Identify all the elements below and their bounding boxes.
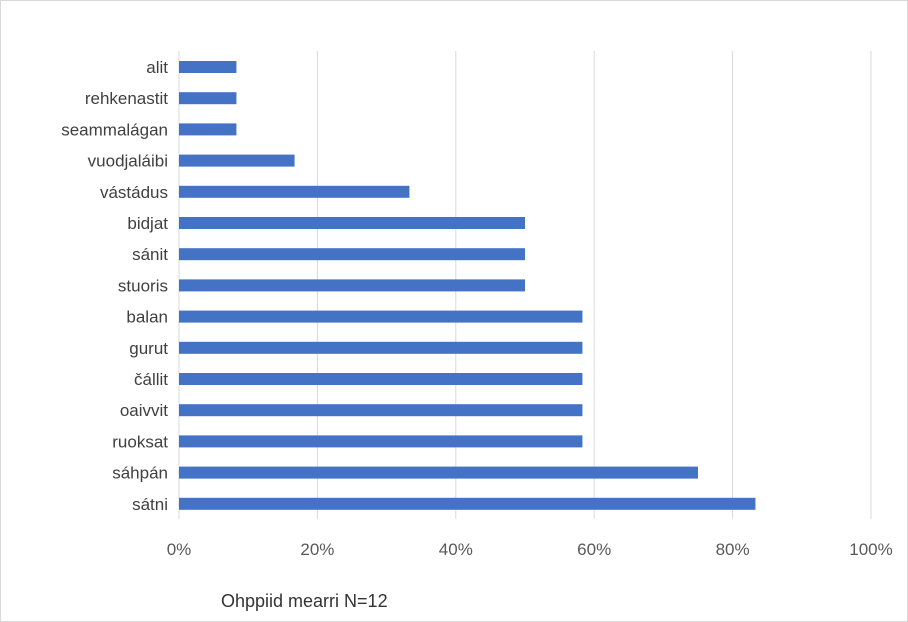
bar-9 [179,341,583,354]
bar-13 [179,466,698,479]
category-label: sánit [132,245,168,264]
chart-note: Ohppiid mearri N=12 [221,591,388,611]
bar-3 [179,154,295,167]
category-label: vástádus [100,183,168,202]
category-label: seammalágan [61,120,168,139]
category-label: sátni [132,495,168,514]
x-tick-label: 0% [167,540,192,559]
x-tick-label: 20% [300,540,334,559]
category-label: vuodjaláibi [88,152,168,171]
bar-8 [179,310,583,323]
bar-12 [179,435,583,448]
bar-1 [179,92,237,105]
x-tick-label: 100% [849,540,892,559]
bar-14 [179,497,756,510]
category-label: alit [146,58,168,77]
bar-11 [179,404,583,417]
x-tick-label: 60% [577,540,611,559]
category-label: rehkenastit [85,89,168,108]
bar-7 [179,279,525,292]
bar-4 [179,185,410,198]
category-label: stuoris [118,276,168,295]
category-label: sáhpán [112,464,168,483]
bar-2 [179,123,237,136]
x-tick-label: 40% [439,540,473,559]
category-label: balan [126,308,168,327]
bar-5 [179,217,525,229]
bar-6 [179,248,525,261]
category-label: ruoksat [112,432,168,451]
category-label: gurut [129,339,168,358]
x-tick-label: 80% [716,540,750,559]
bar-0 [179,61,237,73]
category-label: oaivvit [120,401,168,420]
category-label: bidjat [127,214,168,233]
category-label: čállit [134,370,168,389]
bar-10 [179,373,583,385]
